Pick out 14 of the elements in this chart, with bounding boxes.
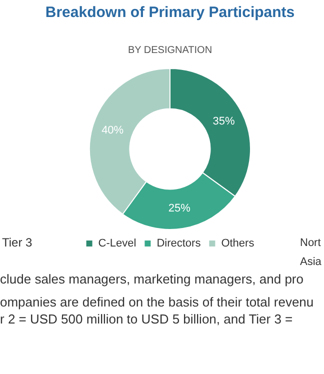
- data-label: 25%: [168, 202, 191, 215]
- legend-label: Others: [221, 238, 255, 250]
- text: Asia: [300, 256, 322, 268]
- data-label: 40%: [102, 124, 124, 136]
- data-label: 35%: [212, 116, 236, 128]
- text: clude sales managers, marketing managers, and pro: [0, 272, 304, 287]
- text: Tier 3: [2, 235, 33, 250]
- legend-label: Directors: [156, 238, 202, 250]
- text: r 2 = USD 500 million to USD 5 billion, and Tier 3 =: [0, 312, 293, 327]
- chart-title: Breakdown of Primary Participants: [45, 4, 295, 22]
- chart-subtitle: BY DESIGNATION: [128, 44, 212, 56]
- text: ompanies are defined on the basis of their total revenu: [0, 294, 314, 310]
- text: Nort: [300, 237, 321, 250]
- legend-label: C-Level: [98, 238, 136, 250]
